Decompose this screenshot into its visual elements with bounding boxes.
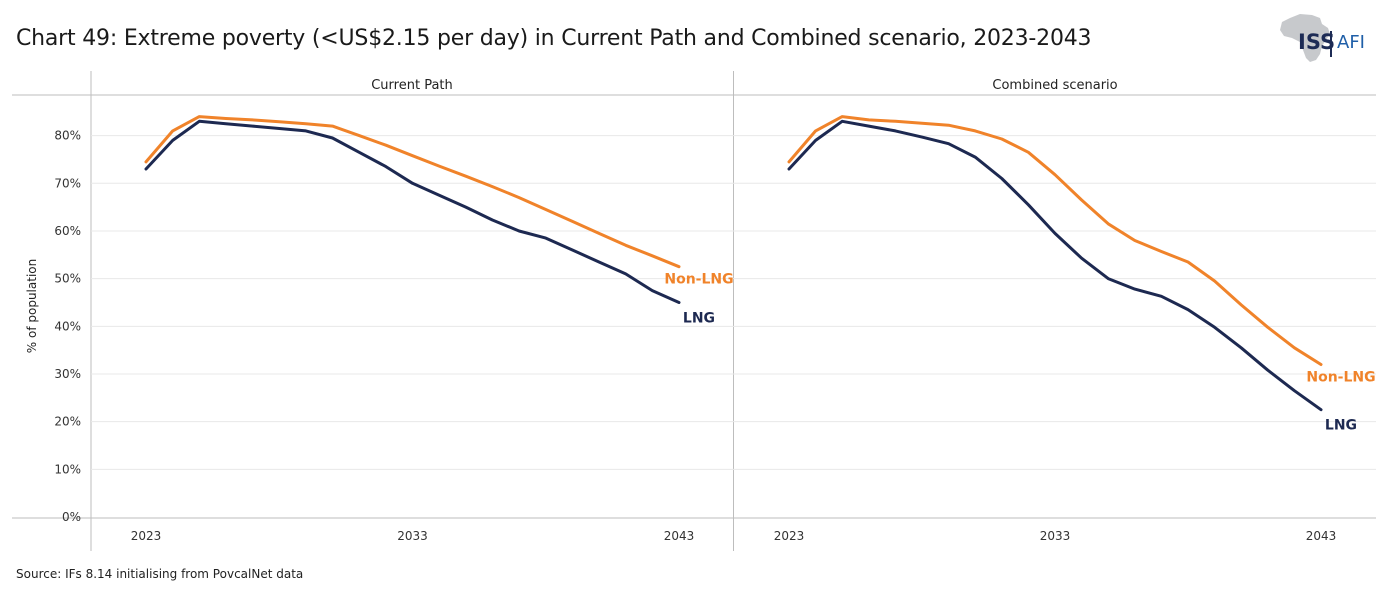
logo-iss-text: ISS [1298, 30, 1336, 54]
y-axis-title: % of population [25, 259, 39, 353]
y-tick-label: 0% [62, 510, 81, 524]
x-tick-label: 2033 [1040, 529, 1071, 543]
chart-title: Chart 49: Extreme poverty (<US$2.15 per … [16, 26, 1092, 51]
x-tick-label: 2023 [774, 529, 805, 543]
africa-map-icon [1280, 14, 1330, 62]
series-line-lng [144, 119, 681, 304]
y-tick-label: 40% [54, 319, 81, 333]
x-tick-label: 2043 [1306, 529, 1337, 543]
logo-divider [1330, 31, 1332, 57]
series-line-non-lng [144, 115, 681, 269]
y-tick-label: 80% [54, 129, 81, 143]
series-line-non-lng [787, 115, 1323, 366]
series-label-non-lng: Non-LNG [1306, 369, 1375, 385]
series-label-non-lng: Non-LNG [664, 272, 733, 288]
panel-title: Combined scenario [992, 78, 1117, 93]
y-tick-label: 20% [54, 415, 81, 429]
source-note: Source: IFs 8.14 initialising from Povca… [16, 567, 304, 581]
y-tick-label: 60% [54, 224, 81, 238]
iss-afi-logo: ISS AFI [1276, 12, 1376, 66]
series-label-lng: LNG [683, 310, 715, 326]
y-tick-label: 70% [54, 176, 81, 190]
x-tick-label: 2033 [397, 529, 428, 543]
panel-title: Current Path [371, 78, 453, 93]
x-tick-label: 2043 [664, 529, 695, 543]
y-tick-label: 30% [54, 367, 81, 381]
y-tick-label: 50% [54, 272, 81, 286]
y-tick-label: 10% [54, 462, 81, 476]
x-tick-label: 2023 [131, 529, 162, 543]
series-line-lng [787, 119, 1323, 412]
logo-afi-text: AFI [1337, 32, 1365, 53]
series-label-lng: LNG [1325, 418, 1357, 434]
